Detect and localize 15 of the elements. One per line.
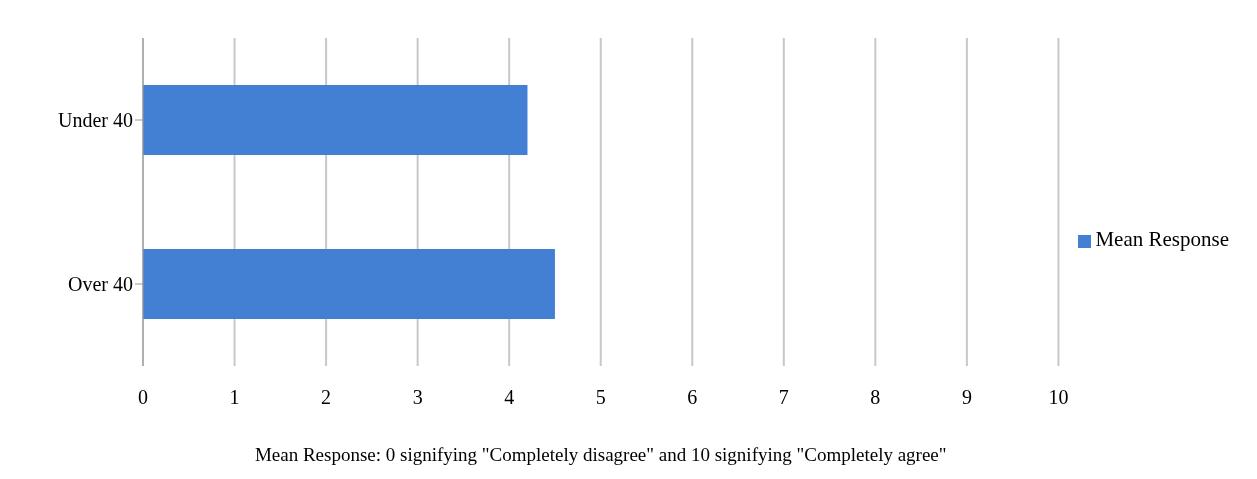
x-tick-label: 1 xyxy=(229,386,240,409)
y-tick-label: Under 40 xyxy=(58,109,133,132)
x-tick-label: 0 xyxy=(138,386,148,409)
x-tick-label: 10 xyxy=(1048,386,1069,409)
legend-label: Mean Response xyxy=(1095,227,1229,251)
x-tick-label: 5 xyxy=(595,386,606,409)
y-tick-label: Over 40 xyxy=(68,273,133,296)
x-tick-label: 7 xyxy=(778,386,789,409)
x-tick-label: 3 xyxy=(412,386,423,409)
x-tick-label: 6 xyxy=(687,386,698,409)
x-tick-label: 4 xyxy=(504,386,515,409)
x-tick-label: 9 xyxy=(961,386,972,409)
x-tick-label: 8 xyxy=(870,386,881,409)
x-tick-label: 2 xyxy=(321,386,332,409)
x-axis-title: Mean Response: 0 signifying "Completely disagree" and 10 signifying "Completely agree" xyxy=(254,444,947,465)
